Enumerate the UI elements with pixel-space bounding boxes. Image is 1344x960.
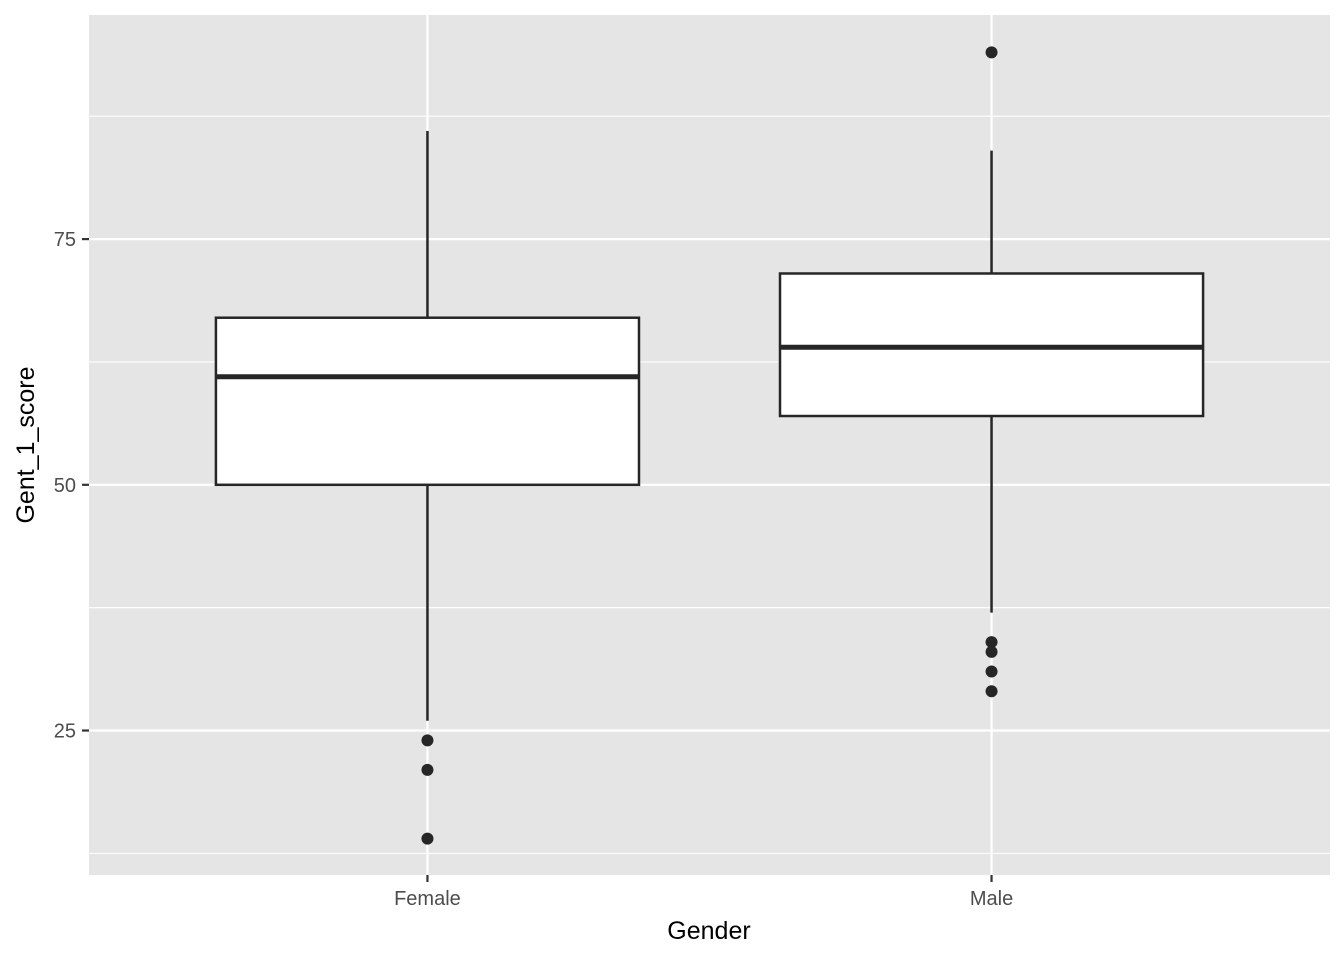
outlier-point <box>421 734 434 747</box>
y-axis-title: Gent_1_score <box>12 366 40 523</box>
x-tick-label: Female <box>394 888 461 910</box>
x-axis-title: Gender <box>667 917 750 945</box>
outlier-point <box>421 832 434 845</box>
y-tick-label: 50 <box>54 475 76 497</box>
outlier-point <box>421 763 434 776</box>
x-axis: Female Male <box>394 875 1013 910</box>
outlier-point <box>985 636 998 649</box>
y-axis: 25 50 75 <box>54 229 89 743</box>
outlier-point <box>985 685 998 698</box>
x-tick-label: Male <box>970 888 1013 910</box>
outlier-point <box>985 665 998 678</box>
boxes-layer <box>214 46 1205 845</box>
outlier-point <box>985 46 998 59</box>
iqr-box <box>214 316 641 487</box>
box-male <box>778 46 1205 698</box>
y-tick-label: 75 <box>54 229 76 251</box>
box-female <box>214 130 641 845</box>
outlier-point <box>985 645 998 658</box>
y-tick-label: 25 <box>54 721 76 743</box>
